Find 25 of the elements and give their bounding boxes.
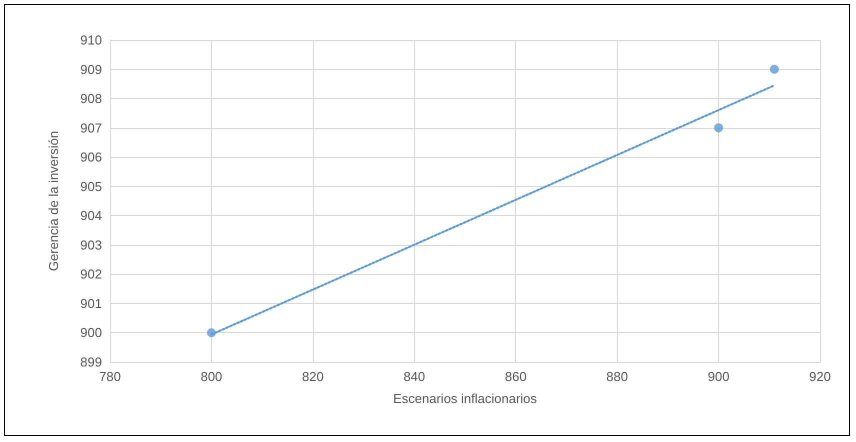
y-tick-label: 908 [80, 91, 102, 106]
x-tick-label: 920 [809, 369, 831, 384]
x-tick-label: 880 [606, 369, 628, 384]
x-axis-title: Escenarios inflacionarios [393, 391, 538, 406]
point [206, 328, 216, 338]
y-axis-title: Gerencia de la inversión [46, 130, 61, 272]
x-tick-label: 800 [200, 369, 222, 384]
x-tick-label: 780 [99, 369, 121, 384]
y-tick-label: 910 [80, 32, 102, 48]
y-tick-label: 907 [80, 120, 102, 136]
y-tick-label: 899 [80, 354, 102, 370]
y-tick-label: 903 [80, 237, 102, 252]
x-tick-label: 840 [403, 369, 426, 384]
y-tick-label: 902 [80, 266, 102, 282]
x-tick-label: 900 [708, 369, 730, 384]
y-tick-label: 905 [80, 178, 102, 194]
point [770, 64, 779, 74]
y-tick-label: 904 [80, 208, 102, 224]
y-tick-label: 901 [80, 296, 102, 311]
x-tick-label: 820 [302, 369, 324, 384]
y-tick-label: 909 [80, 62, 102, 77]
point [714, 123, 724, 132]
y-tick-label: 900 [80, 325, 102, 340]
x-tick-label: 860 [504, 369, 527, 384]
y-tick-label: 906 [80, 150, 102, 165]
